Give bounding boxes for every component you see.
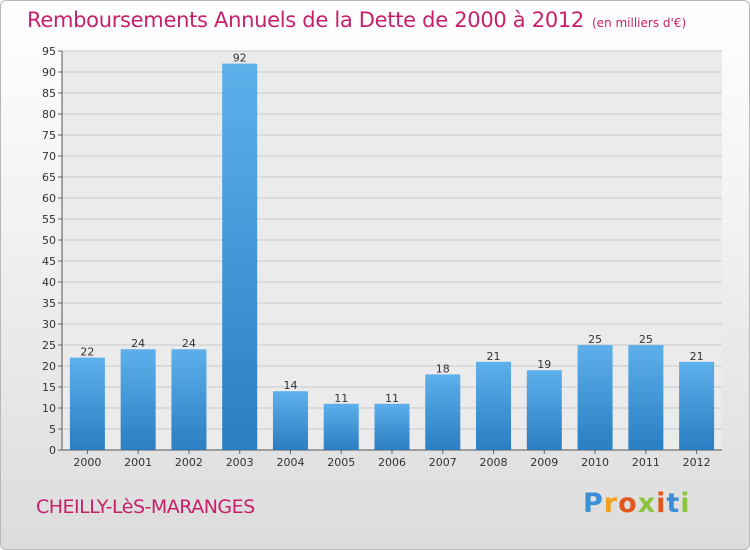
y-tick-label: 15 xyxy=(42,381,56,394)
data-label-2005: 11 xyxy=(334,392,348,405)
y-tick-label: 85 xyxy=(42,87,56,100)
x-tick-label-2005: 2005 xyxy=(327,456,355,469)
logo-letter: P xyxy=(583,488,604,519)
y-tick-label: 20 xyxy=(42,360,56,373)
data-label-2000: 22 xyxy=(80,346,94,359)
x-tick-label-2009: 2009 xyxy=(530,456,558,469)
data-label-2004: 14 xyxy=(283,379,297,392)
y-tick-label: 5 xyxy=(49,423,56,436)
x-tick-label-2004: 2004 xyxy=(276,456,304,469)
bar-2011 xyxy=(628,345,664,450)
logo-letter: i xyxy=(656,488,667,519)
bar-2009 xyxy=(526,370,562,450)
y-tick-label: 50 xyxy=(42,234,56,247)
y-tick-label: 30 xyxy=(42,318,56,331)
plot-area xyxy=(62,51,722,450)
data-label-2002: 24 xyxy=(182,337,196,350)
y-tick-label: 10 xyxy=(42,402,56,415)
data-label-2006: 11 xyxy=(385,392,399,405)
bar-2007 xyxy=(425,374,461,450)
y-tick-label: 55 xyxy=(42,213,56,226)
y-tick-label: 80 xyxy=(42,108,56,121)
chart-title: Remboursements Annuels de la Dette de 20… xyxy=(27,8,584,32)
logo-letter: t xyxy=(666,488,681,519)
x-tick-label-2008: 2008 xyxy=(480,456,508,469)
bar-2010 xyxy=(577,345,613,450)
proxiti-logo: Proxiti xyxy=(583,488,691,519)
bar-2008 xyxy=(476,361,512,450)
bar-2005 xyxy=(323,403,359,450)
x-tick-label-2012: 2012 xyxy=(683,456,711,469)
bar-2000 xyxy=(69,357,105,450)
data-label-2007: 18 xyxy=(436,362,450,375)
x-tick-label-2002: 2002 xyxy=(175,456,203,469)
y-tick-label: 35 xyxy=(42,297,56,310)
y-tick-label: 70 xyxy=(42,150,56,163)
x-tick-label-2006: 2006 xyxy=(378,456,406,469)
data-label-2008: 21 xyxy=(487,350,501,363)
x-tick-label-2001: 2001 xyxy=(124,456,152,469)
y-tick-label: 40 xyxy=(42,276,56,289)
data-label-2009: 19 xyxy=(537,358,551,371)
chart-unit: (en milliers d'€) xyxy=(592,16,687,30)
logo-letter: o xyxy=(618,488,638,519)
y-tick-label: 60 xyxy=(42,192,56,205)
y-tick-label: 65 xyxy=(42,171,56,184)
y-tick-label: 95 xyxy=(42,45,56,58)
logo-letter: x xyxy=(637,488,657,519)
bar-2004 xyxy=(272,391,308,450)
bar-2002 xyxy=(171,349,207,450)
chart-header: Remboursements Annuels de la Dette de 20… xyxy=(27,8,686,32)
bar-2003 xyxy=(222,63,258,450)
data-label-2010: 25 xyxy=(588,333,602,346)
y-tick-label: 75 xyxy=(42,129,56,142)
bar-2012 xyxy=(679,361,715,450)
y-tick-label: 25 xyxy=(42,339,56,352)
y-tick-label: 45 xyxy=(42,255,56,268)
x-tick-label-2007: 2007 xyxy=(429,456,457,469)
logo-letter: i xyxy=(680,488,691,519)
bar-2001 xyxy=(120,349,156,450)
logo-letter: r xyxy=(603,488,619,519)
x-tick-label-2003: 2003 xyxy=(226,456,254,469)
commune-name: CHEILLY-LèS-MARANGES xyxy=(36,496,255,518)
y-tick-label: 0 xyxy=(49,444,56,457)
y-tick-label: 90 xyxy=(42,66,56,79)
data-label-2003: 92 xyxy=(233,52,247,65)
data-label-2001: 24 xyxy=(131,337,145,350)
bar-2006 xyxy=(374,403,410,450)
data-label-2011: 25 xyxy=(639,333,653,346)
x-tick-label-2011: 2011 xyxy=(632,456,660,469)
data-label-2012: 21 xyxy=(690,350,704,363)
x-tick-label-2000: 2000 xyxy=(73,456,101,469)
x-tick-label-2010: 2010 xyxy=(581,456,609,469)
